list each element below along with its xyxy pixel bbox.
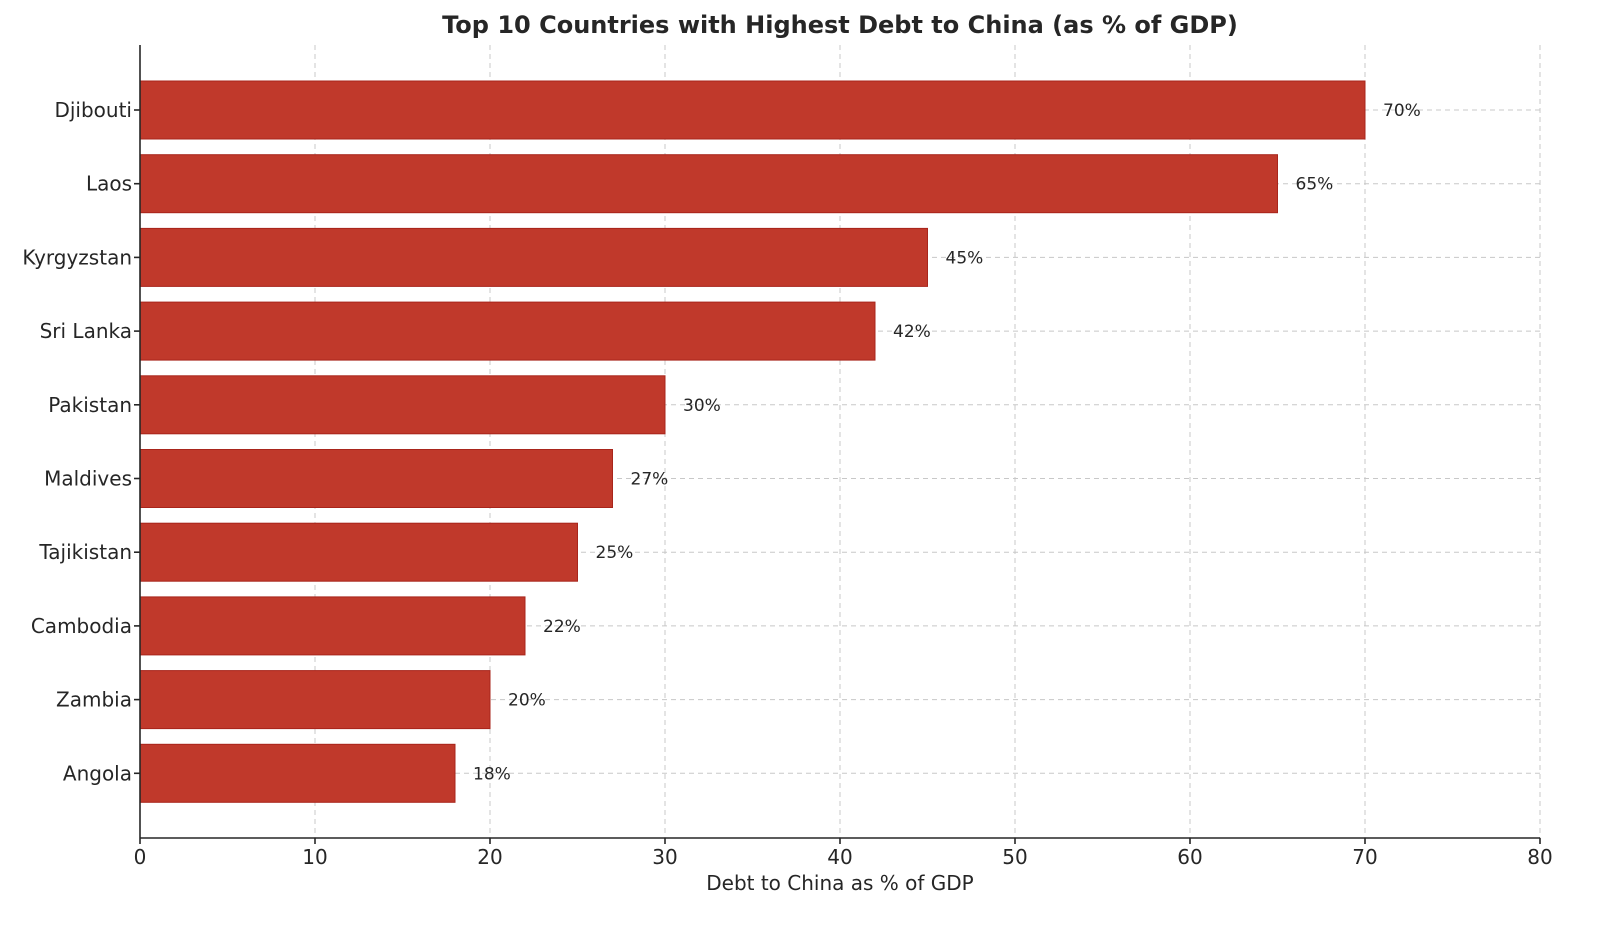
- bar-value-label: 70%: [1383, 101, 1421, 121]
- x-tick-label: 70: [1352, 845, 1377, 869]
- bar-sri-lanka: [139, 301, 876, 361]
- category-label: Laos: [86, 172, 132, 196]
- bar-value-label: 30%: [683, 396, 721, 416]
- axes-layer: [134, 45, 1541, 844]
- bar-laos: [139, 154, 1278, 214]
- bar-djibouti: [139, 80, 1366, 140]
- chart-title: Top 10 Countries with Highest Debt to Ch…: [442, 11, 1238, 39]
- labels-layer: 0 10 20 30 40 50 60 70 80 70% 65% 45% 42% 30% 27% 25% 22…: [22, 98, 1552, 869]
- bar-zambia: [139, 670, 491, 730]
- category-label: Zambia: [56, 688, 132, 712]
- bar-angola: [139, 743, 456, 803]
- x-tick-label: 50: [1002, 845, 1027, 869]
- bar-value-label: 20%: [508, 691, 546, 711]
- bar-kyrgyzstan: [139, 227, 928, 287]
- bar-maldives: [139, 449, 613, 508]
- bar-value-label: 27%: [631, 470, 669, 490]
- bar-value-label: 45%: [946, 248, 984, 268]
- bar-value-label: 22%: [543, 617, 581, 637]
- x-tick-label: 20: [477, 845, 502, 869]
- category-label: Tajikistan: [38, 540, 132, 564]
- bar-tajikistan: [139, 522, 578, 582]
- bar-pakistan: [139, 375, 666, 435]
- bar-value-label: 25%: [596, 543, 634, 563]
- x-tick-label: 30: [652, 845, 677, 869]
- x-tick-label: 60: [1177, 845, 1202, 869]
- category-label: Kyrgyzstan: [22, 245, 132, 269]
- bar-value-label: 65%: [1296, 175, 1334, 195]
- x-axis-label: Debt to China as % of GDP: [706, 871, 974, 895]
- bar-value-label: 18%: [473, 764, 511, 784]
- x-tick-label: 0: [134, 845, 147, 869]
- category-label: Angola: [63, 761, 132, 785]
- category-label: Cambodia: [31, 614, 132, 638]
- bar-value-label: 42%: [893, 322, 931, 342]
- bar-cambodia: [139, 596, 526, 656]
- x-tick-label: 40: [827, 845, 852, 869]
- category-label: Pakistan: [48, 393, 132, 417]
- x-tick-label: 80: [1527, 845, 1552, 869]
- category-label: Maldives: [44, 467, 132, 491]
- bars-layer: [139, 80, 1366, 803]
- category-label: Sri Lanka: [40, 319, 132, 343]
- x-tick-label: 10: [302, 845, 327, 869]
- category-label: Djibouti: [54, 98, 132, 122]
